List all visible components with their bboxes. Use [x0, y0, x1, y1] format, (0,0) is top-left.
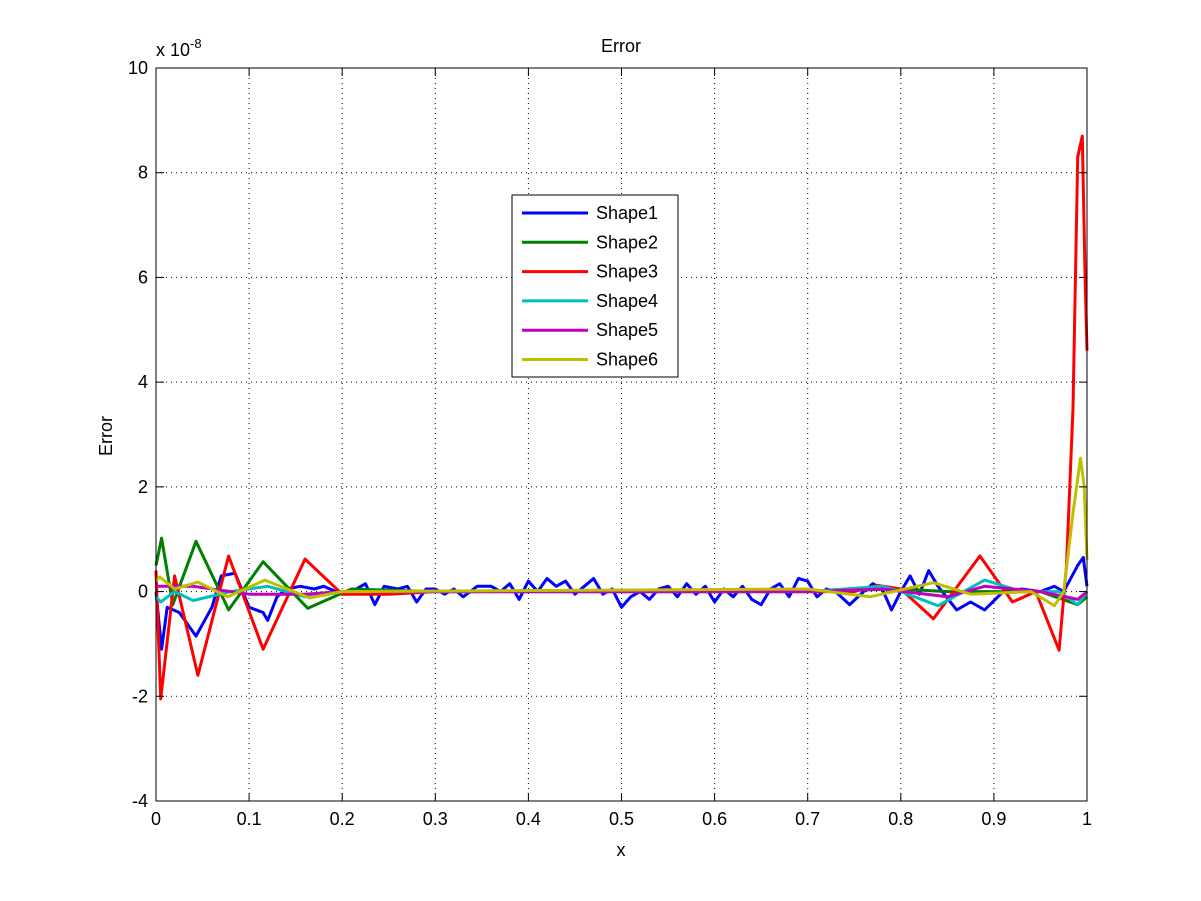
y-axis-label: Error — [96, 416, 116, 456]
x-tick-label: 0 — [151, 809, 161, 829]
x-tick-label: 0.2 — [330, 809, 355, 829]
y-exponent-base: x 10 — [156, 40, 190, 60]
x-tick-label: 0.3 — [423, 809, 448, 829]
y-tick-label: 4 — [138, 372, 148, 392]
x-tick-label: 0.4 — [516, 809, 541, 829]
y-exponent-label: x 10-8 — [156, 36, 202, 60]
plot-area — [156, 68, 1087, 801]
x-tick-label: 0.8 — [888, 809, 913, 829]
x-tick-label: 1 — [1082, 809, 1092, 829]
legend-label-shape3: Shape3 — [596, 262, 658, 282]
legend-label-shape4: Shape4 — [596, 291, 658, 311]
chart-title: Error — [601, 36, 641, 56]
legend-label-shape1: Shape1 — [596, 203, 658, 223]
y-tick-label: -4 — [132, 791, 148, 811]
grid — [156, 68, 1087, 801]
ticks: 0 0.1 0.2 0.3 0.4 0.5 0.6 0.7 0.8 0.9 1 -4 -2 0 2 4 6 8 10 — [128, 58, 1092, 829]
series-line-shape1 — [154, 556, 1089, 651]
y-exponent-power: -8 — [190, 36, 202, 51]
x-tick-label: 0.6 — [702, 809, 727, 829]
y-tick-label: 0 — [138, 582, 148, 602]
y-tick-label: 8 — [138, 163, 148, 183]
x-tick-label: 0.9 — [981, 809, 1006, 829]
legend: Shape1 Shape2 Shape3 Shape4 Shape5 Shape6 — [511, 194, 679, 378]
legend-box — [511, 194, 679, 378]
legend-label-shape6: Shape6 — [596, 350, 658, 370]
series-lines — [154, 134, 1089, 701]
x-tick-label: 0.5 — [609, 809, 634, 829]
y-tick-label: 6 — [138, 267, 148, 287]
x-axis-label: x — [617, 840, 626, 860]
x-tick-label: 0.1 — [237, 809, 262, 829]
y-tick-label: -2 — [132, 686, 148, 706]
legend-label-shape2: Shape2 — [596, 232, 658, 252]
x-tick-label: 0.7 — [795, 809, 820, 829]
series-line-shape6 — [154, 456, 1089, 608]
y-tick-label: 2 — [138, 477, 148, 497]
y-tick-label: 10 — [128, 58, 148, 78]
legend-label-shape5: Shape5 — [596, 320, 658, 340]
